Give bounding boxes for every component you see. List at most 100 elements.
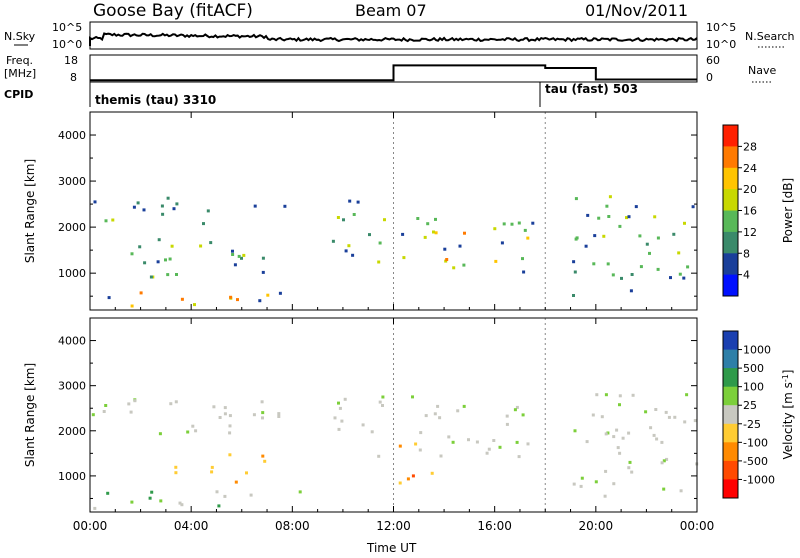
echo-cell	[164, 258, 167, 262]
echo-cell	[423, 235, 427, 239]
echo-cell	[573, 429, 577, 433]
echo-cell	[401, 232, 405, 236]
echo-cell	[175, 273, 178, 276]
echo-cell	[129, 410, 133, 414]
echo-cell	[261, 411, 265, 415]
colorbar-swatch	[723, 253, 738, 276]
echo-cell	[104, 219, 108, 223]
echo-cell	[132, 205, 136, 209]
echo-cell	[426, 222, 430, 226]
echo-cell	[338, 406, 342, 410]
echo-cell	[513, 408, 517, 412]
echo-cell	[91, 413, 95, 417]
echo-cell	[411, 474, 415, 478]
echo-cell	[654, 408, 658, 411]
velocity-panel: 1000 2000 3000 4000 Slant Range [km] 1000 500 1…	[23, 317, 795, 513]
colorbar-tick-label: 500	[743, 362, 764, 375]
echo-cell	[447, 435, 451, 439]
echo-cell	[223, 412, 227, 416]
colorbar-tick-label: 28	[743, 140, 757, 153]
echo-cell	[424, 414, 428, 418]
echo-cell	[361, 423, 365, 427]
echo-cell	[673, 415, 677, 419]
echo-cell	[127, 402, 131, 406]
colorbar-swatch	[723, 460, 738, 480]
nsky-tick-high-right: 10^5	[706, 21, 736, 34]
echo-cell	[662, 487, 666, 491]
echo-cell	[174, 471, 178, 475]
echo-cell	[172, 207, 176, 211]
colorbar-swatch	[723, 368, 738, 388]
freq-strip-frame	[89, 54, 698, 83]
echo-cell	[93, 200, 97, 204]
echo-cell	[180, 297, 184, 301]
echo-cell	[611, 273, 615, 277]
echo-cell	[168, 257, 172, 261]
echo-cell	[665, 457, 669, 461]
echo-cell	[212, 405, 216, 409]
echo-cell	[261, 256, 265, 260]
freq-label-bottom: [MHz]	[4, 67, 36, 80]
beam-title: Beam 07	[355, 1, 427, 20]
colorbar-swatch	[723, 210, 738, 233]
echo-cell	[574, 197, 578, 201]
echo-cell	[604, 432, 608, 436]
echo-cell	[136, 201, 140, 205]
echo-cell	[344, 249, 348, 253]
echo-cell	[234, 480, 238, 484]
echo-cell	[515, 405, 519, 409]
echo-cell	[505, 414, 509, 418]
echo-cell	[333, 416, 337, 420]
echo-cell	[398, 444, 402, 448]
echo-cell	[266, 293, 270, 297]
echo-cell	[298, 490, 302, 494]
colorbar-swatch	[723, 167, 738, 190]
colorbar-swatch	[723, 349, 738, 369]
echo-cell	[93, 506, 97, 510]
y-tick-label: 4000	[58, 129, 86, 142]
echo-cell	[443, 247, 447, 251]
colorbar-frame	[722, 330, 739, 499]
echo-cell	[218, 416, 222, 419]
echo-cell	[573, 270, 577, 274]
echo-cell	[618, 224, 622, 228]
colorbar-tick-label: 100	[743, 381, 764, 394]
echo-cell	[161, 212, 165, 216]
echo-cell	[618, 451, 622, 455]
echo-cell	[606, 431, 610, 435]
echo-cell	[603, 494, 607, 498]
colorbar-unit-close: ]	[781, 370, 795, 375]
echo-cell	[585, 440, 589, 444]
echo-cell	[595, 393, 599, 397]
echo-cell	[352, 213, 356, 216]
echo-cell	[263, 459, 267, 463]
echo-cell	[193, 303, 196, 307]
echo-cell	[242, 253, 246, 257]
echo-cell	[223, 494, 227, 498]
colorbar-swatch	[723, 125, 738, 147]
echo-cell	[180, 503, 184, 507]
echo-cell	[630, 273, 634, 276]
cpid-label: CPID	[4, 88, 33, 101]
x-tick-label: 16:00	[477, 519, 512, 533]
x-tick-label: 00:00	[680, 519, 715, 533]
echo-cell	[517, 221, 521, 225]
echo-cell	[406, 477, 410, 481]
echo-cell	[444, 259, 448, 263]
echo-cell	[625, 216, 628, 220]
colorbar-swatch	[723, 331, 738, 351]
echo-cell	[432, 230, 435, 234]
echo-cell	[618, 403, 621, 407]
echo-cell	[615, 428, 619, 432]
nsky-trace	[89, 32, 698, 46]
colorbar-swatch	[723, 189, 738, 211]
colorbar-tick-label: 24	[743, 162, 757, 175]
x-tick-label: 12:00	[376, 519, 411, 533]
x-tick-label: 00:00	[73, 519, 108, 533]
echo-cell	[383, 218, 386, 222]
echo-cell	[612, 435, 616, 439]
echo-cell	[591, 413, 595, 417]
echo-cell	[510, 222, 514, 226]
echo-cell	[685, 393, 689, 397]
echo-cell	[130, 500, 134, 504]
